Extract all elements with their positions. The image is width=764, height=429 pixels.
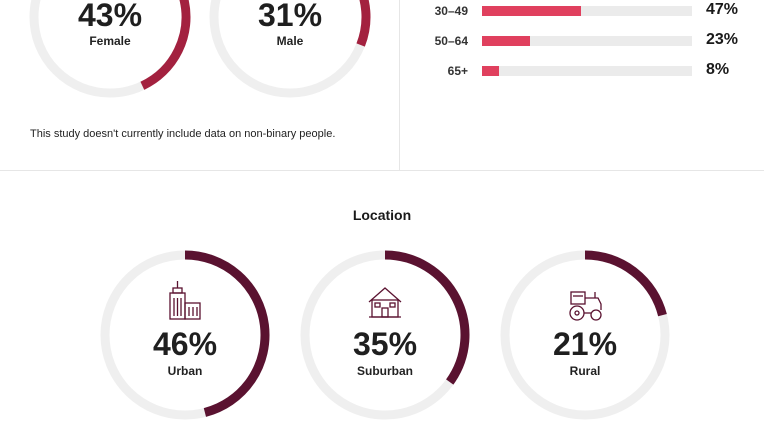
age-value-30-49: 47% bbox=[706, 1, 739, 18]
house-icon bbox=[368, 287, 402, 318]
age-bar-50-64 bbox=[482, 36, 531, 46]
age-bar-30-49 bbox=[482, 6, 581, 16]
age-label-30-49: 30–49 bbox=[434, 4, 468, 18]
location-donut-urban: 46% Urban bbox=[100, 250, 270, 420]
age-bar-track-30-49 bbox=[482, 6, 692, 16]
donut-value-male: 31% bbox=[258, 0, 322, 33]
location-title: Location bbox=[352, 207, 412, 223]
age-bar-track-50-64 bbox=[482, 36, 692, 46]
section-divider-horizontal bbox=[0, 170, 764, 171]
donut-value-rural: 21% bbox=[553, 326, 617, 362]
age-bar-track-65-plus bbox=[482, 66, 692, 76]
gender-note: This study doesn't currently include dat… bbox=[30, 128, 336, 140]
age-bar-65-plus bbox=[482, 66, 499, 76]
donut-value-suburban: 35% bbox=[353, 326, 417, 362]
donut-label-male: Male bbox=[277, 34, 304, 48]
location-donut-suburban: 35% Suburban bbox=[300, 250, 470, 420]
age-value-65-plus: 8% bbox=[706, 61, 730, 78]
location-charts: 46% Urban 35% Suburban 21% bbox=[100, 250, 670, 420]
gender-donut-female: 43% Female bbox=[29, 0, 191, 98]
age-value-50-64: 23% bbox=[706, 31, 739, 48]
location-donut-rural: 21% Rural bbox=[500, 250, 670, 420]
tractor-icon bbox=[569, 291, 602, 321]
gender-charts: 43% Female 31% Male bbox=[29, 0, 371, 98]
donut-arc-female bbox=[140, 0, 191, 90]
donut-arc-rural bbox=[584, 250, 667, 317]
age-label-65-plus: 65+ bbox=[447, 64, 468, 78]
donut-arc-urban bbox=[184, 250, 270, 417]
donut-label-suburban: Suburban bbox=[357, 364, 413, 378]
gender-donut-male: 31% Male bbox=[209, 0, 371, 98]
donut-value-urban: 46% bbox=[153, 326, 217, 362]
age-label-50-64: 50–64 bbox=[434, 34, 468, 48]
donut-arc-male bbox=[356, 0, 371, 47]
city-buildings-icon bbox=[169, 281, 201, 320]
donut-value-female: 43% bbox=[78, 0, 142, 33]
donut-label-urban: Urban bbox=[168, 364, 203, 378]
donut-arc-suburban bbox=[384, 250, 470, 385]
panel-divider-vertical bbox=[399, 0, 400, 170]
donut-label-rural: Rural bbox=[570, 364, 601, 378]
donut-label-female: Female bbox=[89, 34, 131, 48]
